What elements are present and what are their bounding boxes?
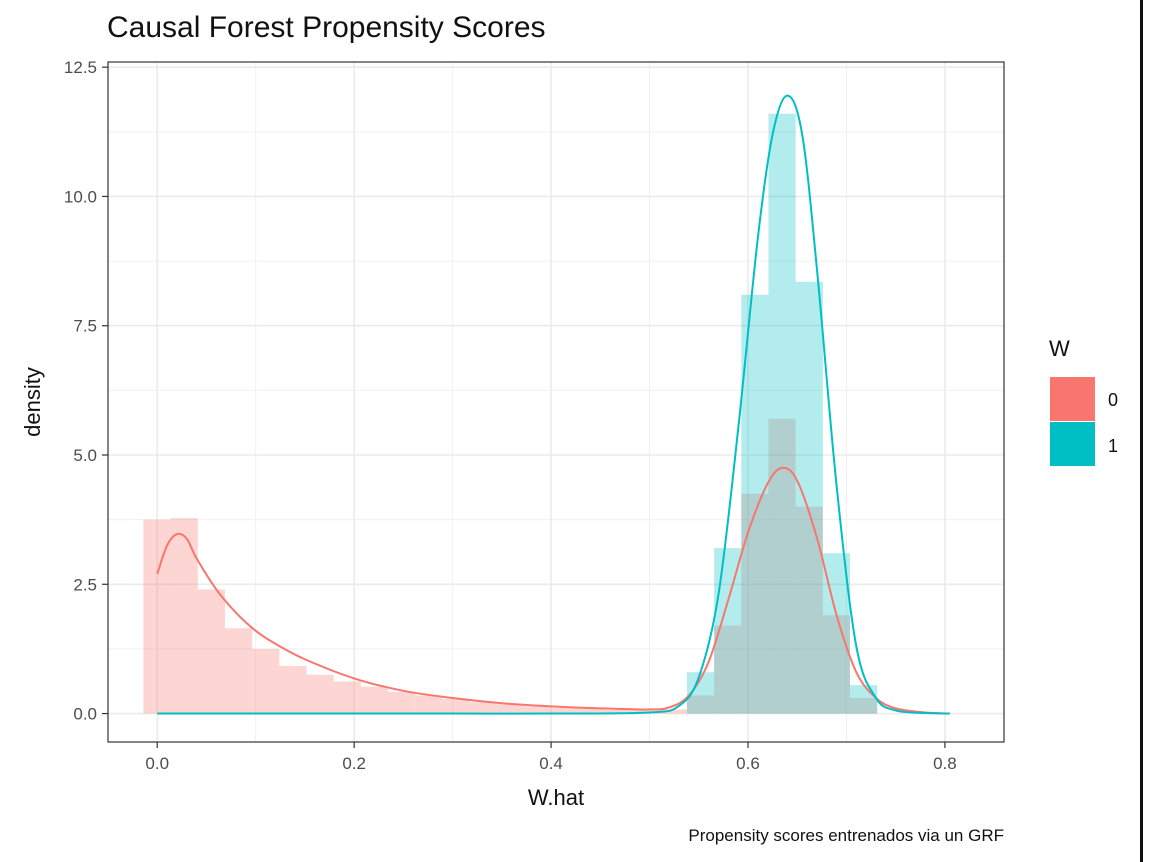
y-axis-title: density [20,367,45,437]
density-curve-series-0 [156,466,950,715]
hist-bar-series-0 [659,709,687,714]
legend-title: W [1049,336,1070,361]
chart-title: Causal Forest Propensity Scores [107,11,546,44]
legend-key-0 [1050,377,1095,421]
hist-bar-series-0 [197,589,225,714]
hist-bar-series-0 [523,706,552,714]
hist-bar-series-0 [170,518,198,714]
x-tick-label: 0.0 [145,754,169,773]
plot-panel [108,62,1004,742]
hist-bar-series-0 [578,708,606,714]
legend-label-0: 0 [1108,390,1118,410]
hist-bar-series-0 [714,625,742,714]
hist-bar-series-1 [795,281,823,714]
density-curves [156,94,950,715]
y-tick-label: 7.5 [73,317,97,336]
hist-bar-series-0 [496,704,524,714]
hist-bar-series-0 [822,615,851,714]
x-tick-label: 0.6 [736,754,760,773]
hist-bar-series-0 [224,628,253,714]
hist-bar-series-0 [415,695,443,714]
hist-bar-series-0 [850,698,878,714]
hist-bar-series-0 [605,709,633,714]
histogram-bars [143,113,878,714]
y-tick-label: 12.5 [64,58,97,77]
hist-bar-series-0 [551,707,579,714]
window-edge [1140,0,1143,862]
x-tick-label: 0.4 [539,754,563,773]
hist-bar-series-0 [469,702,497,714]
hist-bar-series-0 [442,699,470,714]
x-axis: 0.0 0.2 0.4 0.6 0.8 [145,742,957,773]
hist-bar-series-0 [741,493,769,714]
panel-border [107,61,1005,743]
hist-bar-series-1 [850,685,878,714]
grid-minor [108,62,1004,742]
hist-bar-series-0 [686,695,715,714]
x-tick-label: 0.8 [933,754,957,773]
y-tick-label: 5.0 [73,446,97,465]
chart-caption: Propensity scores entrenados via un GRF [688,826,1004,845]
legend-label-1: 1 [1108,436,1118,456]
legend-key-1 [1050,422,1095,466]
hist-bar-series-1 [768,113,796,714]
density-curve-series-1 [157,94,950,715]
hist-bar-series-0 [388,691,416,714]
y-tick-label: 10.0 [64,187,97,206]
legend: W 0 1 [1049,336,1118,466]
y-tick-label: 2.5 [73,575,97,594]
y-axis: 0.0 2.5 5.0 7.5 10.0 12.5 [64,58,108,724]
hist-bar-series-0 [333,681,361,714]
y-tick-label: 0.0 [73,705,97,724]
hist-bar-series-0 [143,519,171,714]
x-tick-label: 0.2 [342,754,366,773]
hist-bar-series-0 [360,686,389,714]
x-axis-title: W.hat [528,785,584,810]
hist-bar-series-0 [252,648,280,714]
hist-bar-series-0 [279,665,307,714]
hist-bar-series-0 [306,674,334,714]
